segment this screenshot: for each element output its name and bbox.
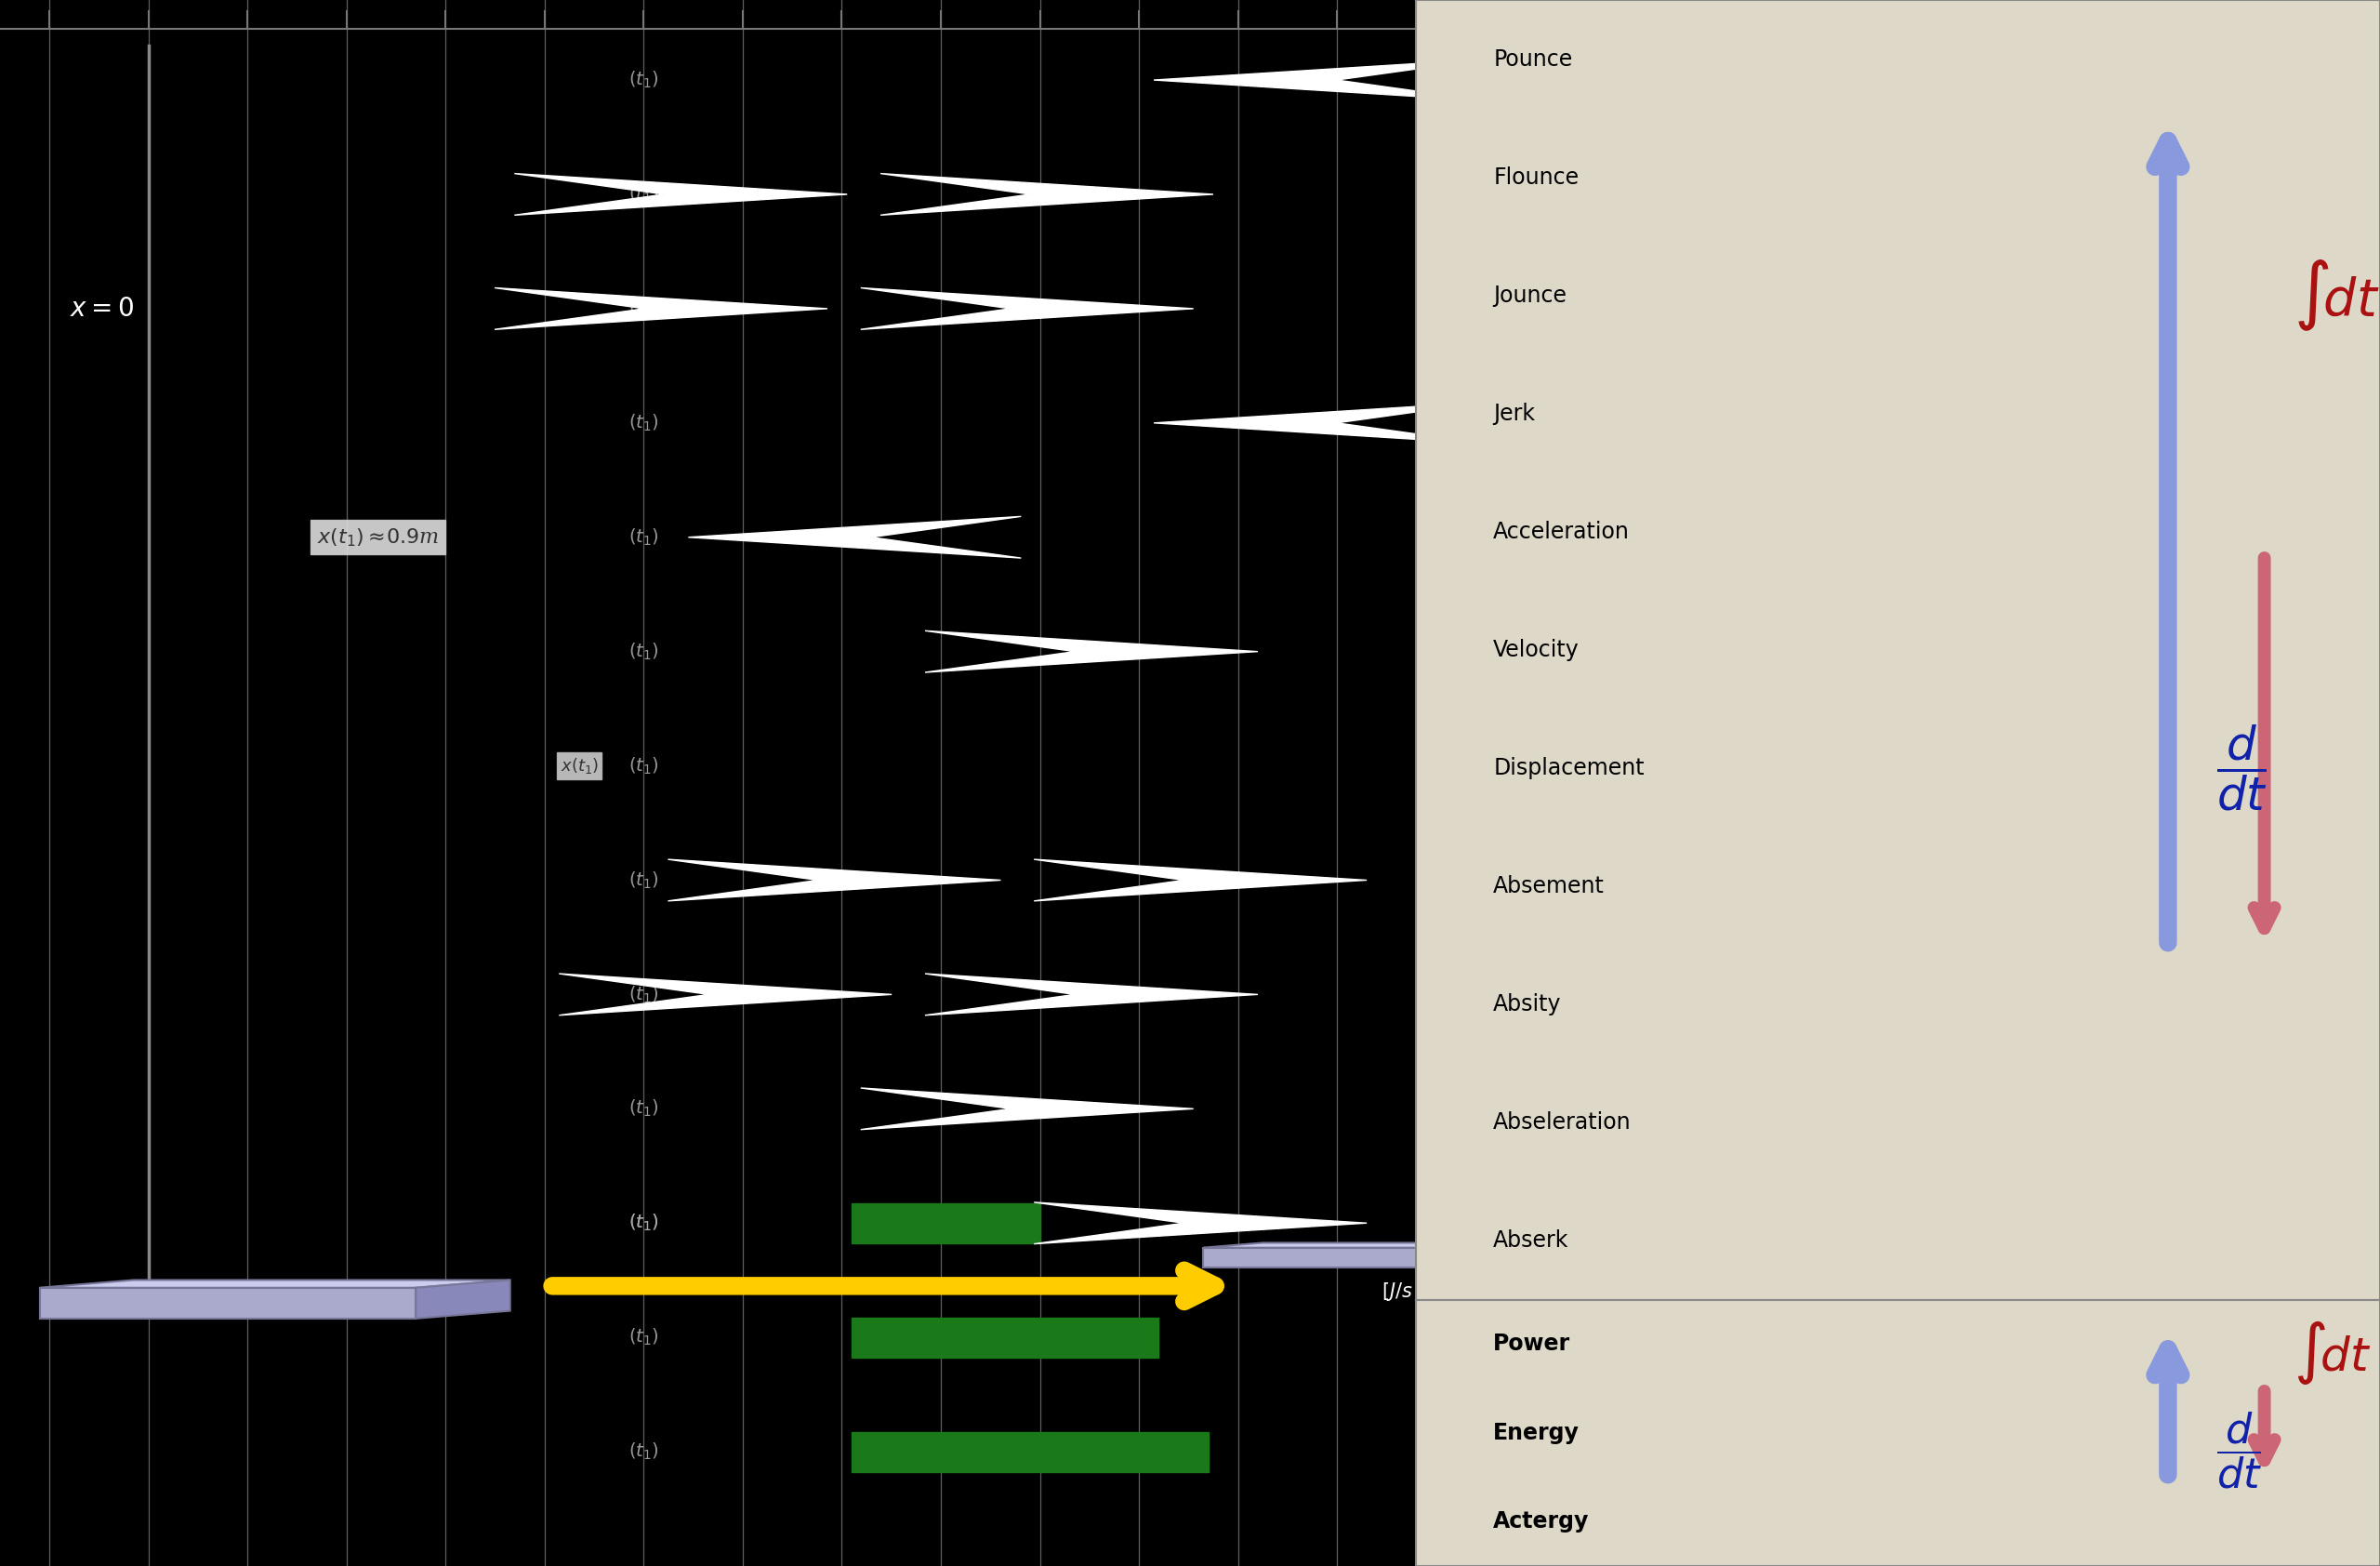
Polygon shape [495, 288, 828, 329]
Polygon shape [926, 974, 1257, 1015]
Text: $(t_1)$: $(t_1)$ [628, 1212, 659, 1234]
Polygon shape [1154, 60, 1488, 100]
Bar [40, 1287, 416, 1319]
Polygon shape [862, 1088, 1192, 1129]
Text: Pounce: Pounce [1492, 49, 1573, 70]
Text: $(t_1)$: $(t_1)$ [628, 983, 659, 1005]
Polygon shape [926, 631, 1257, 672]
Polygon shape [862, 288, 1192, 329]
Polygon shape [1440, 1243, 1499, 1267]
Text: Abseleration: Abseleration [1492, 1112, 1630, 1134]
Polygon shape [688, 517, 1021, 557]
Text: Power: Power [1492, 1333, 1571, 1355]
Text: Actergy: Actergy [1492, 1511, 1590, 1533]
Text: $(t_1)$: $(t_1)$ [628, 1441, 659, 1463]
Text: Energy: Energy [1492, 1422, 1580, 1444]
Text: $\int\!dt$: $\int\!dt$ [2294, 1319, 2370, 1387]
Text: Absity: Absity [1492, 993, 1561, 1015]
Polygon shape [1033, 1203, 1366, 1243]
Text: Absement: Absement [1492, 875, 1604, 897]
Text: $\dfrac{d}{dt}$: $\dfrac{d}{dt}$ [2216, 1411, 2261, 1491]
Polygon shape [1154, 402, 1488, 443]
Polygon shape [514, 174, 847, 215]
Text: $(t_1)$: $(t_1)$ [628, 869, 659, 891]
Text: $(t_1)$: $(t_1)$ [628, 640, 659, 662]
Polygon shape [1204, 1243, 1499, 1248]
Bar [852, 1431, 1209, 1472]
Text: $(t_1)$: $(t_1)$ [628, 298, 659, 319]
Polygon shape [40, 1279, 509, 1287]
Text: Acceleration: Acceleration [1492, 520, 1630, 543]
Text: $\mathit{x}(t_1)\approx\!0.9$m: $\mathit{x}(t_1)\approx\!0.9$m [317, 526, 438, 548]
Polygon shape [416, 1279, 509, 1319]
Text: Velocity: Velocity [1492, 639, 1580, 661]
Text: $x{=}0$: $x{=}0$ [69, 296, 133, 321]
Text: Displacement: Displacement [1492, 756, 1645, 780]
Text: $(t_1)$: $(t_1)$ [628, 1326, 659, 1348]
Polygon shape [1521, 402, 1852, 443]
Text: Abserk: Abserk [1492, 1229, 1568, 1251]
Polygon shape [669, 860, 1000, 900]
Polygon shape [881, 174, 1214, 215]
Text: $(t_1)$: $(t_1)$ [628, 755, 659, 777]
Text: $(t_1)$: $(t_1)$ [628, 69, 659, 91]
Polygon shape [1521, 60, 1852, 100]
Text: $[J/s^{\,n}]$: $[J/s^{\,n}]$ [1380, 1279, 1430, 1304]
Text: $(t_1)$: $(t_1)$ [628, 412, 659, 434]
Polygon shape [1033, 860, 1366, 900]
Text: Jounce: Jounce [1492, 285, 1566, 307]
Bar [1204, 1248, 1440, 1267]
Text: $(t_1)$: $(t_1)$ [628, 1098, 659, 1120]
Text: $\mathit{x}(t_1)$: $\mathit{x}(t_1)$ [559, 756, 597, 775]
Text: $\int\!dt$: $\int\!dt$ [2294, 258, 2380, 334]
Text: $(t_1)$: $(t_1)$ [628, 183, 659, 205]
Bar [852, 1203, 1040, 1243]
Text: $(t_1)$: $(t_1)$ [628, 1212, 659, 1234]
Text: Flounce: Flounce [1492, 166, 1578, 188]
Text: $(t_1)$: $(t_1)$ [628, 526, 659, 548]
Bar [852, 1317, 1159, 1358]
Text: $\dfrac{d}{dt}$: $\dfrac{d}{dt}$ [2216, 723, 2268, 813]
Text: Jerk: Jerk [1492, 402, 1535, 424]
Polygon shape [559, 974, 892, 1015]
